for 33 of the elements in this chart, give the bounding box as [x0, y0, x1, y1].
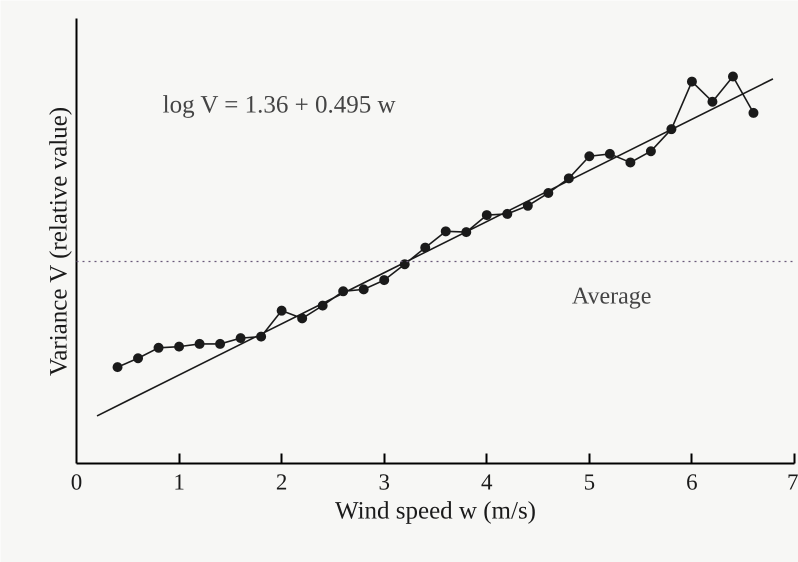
x-tick-label: 3 [378, 470, 390, 494]
point [276, 306, 287, 316]
x-tick-label: 4 [481, 470, 494, 494]
point [646, 146, 656, 156]
point [154, 342, 164, 353]
point [112, 362, 123, 372]
point [358, 284, 369, 294]
point [194, 338, 205, 349]
point [440, 226, 451, 236]
point [748, 108, 758, 118]
point [215, 338, 226, 349]
point [728, 72, 738, 82]
x-tick-label: 1 [173, 470, 185, 494]
point [297, 313, 308, 324]
annotation: log V = 1.36 + 0.495 w [162, 92, 396, 118]
x-tick-label: 2 [276, 470, 288, 494]
y-axis-title: Variance V (relative value) [46, 106, 72, 376]
point [707, 96, 718, 107]
point [174, 342, 184, 352]
x-tick-label: 6 [686, 470, 698, 494]
point [379, 275, 390, 286]
point [625, 157, 636, 168]
point [604, 148, 615, 159]
x-tick-label: 7 [787, 470, 798, 494]
point [686, 76, 697, 87]
point [133, 353, 144, 364]
point [236, 333, 246, 344]
point [584, 151, 594, 162]
x-tick-label: 5 [584, 470, 596, 494]
ref-line-label: Average [572, 284, 652, 310]
x-tick-label: 0 [70, 470, 82, 494]
x-axis-title: Wind speed w (m/s) [334, 498, 536, 524]
point [482, 210, 492, 220]
